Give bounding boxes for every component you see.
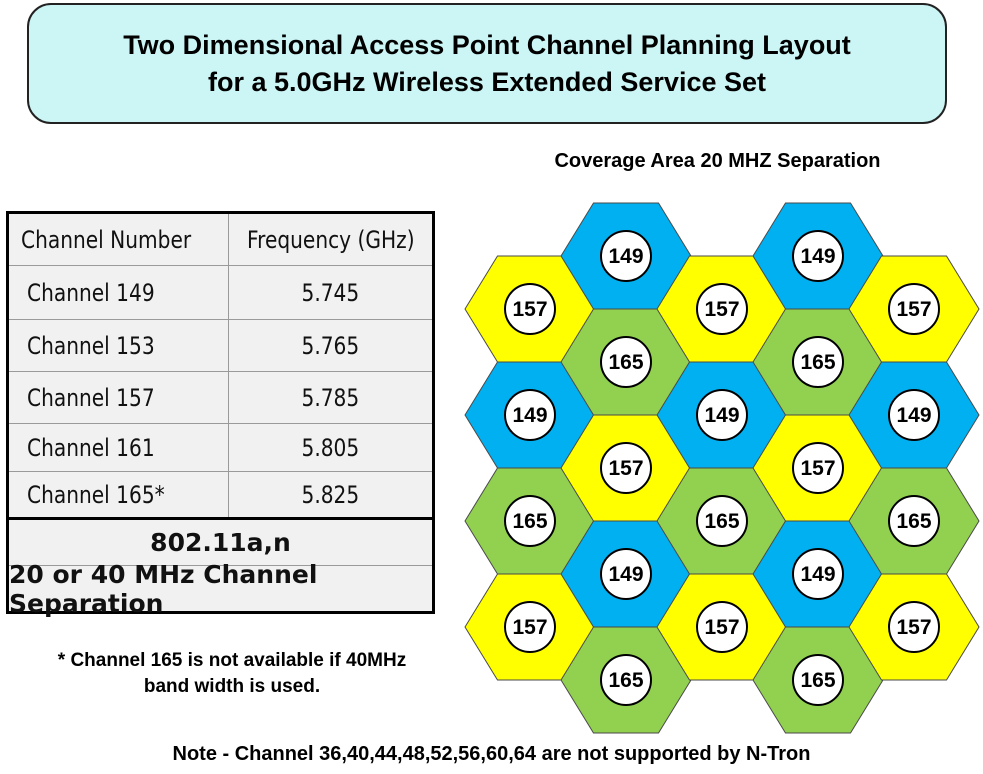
hex-center-circle [600, 336, 652, 388]
hex-cell-149: 149 [656, 361, 788, 469]
hex-cell-165: 165 [560, 308, 692, 416]
hex-channel-label: 149 [608, 563, 643, 586]
table-row: Channel 165* 5.825 [9, 472, 432, 517]
hex-center-circle [792, 654, 844, 706]
frequency-cell: 5.765 [301, 331, 360, 360]
frequency-cell: 5.825 [301, 480, 360, 509]
header-channel-number: Channel Number [21, 225, 192, 254]
hex-center-circle [600, 654, 652, 706]
table-header-row: Channel Number Frequency (GHz) [9, 214, 432, 266]
hex-center-circle [504, 601, 556, 653]
hex-center-circle [792, 336, 844, 388]
channel-cell: Channel 153 [27, 331, 155, 360]
hex-cell-165: 165 [848, 467, 980, 575]
hex-channel-label: 165 [704, 510, 739, 533]
hex-cell-165: 165 [560, 626, 692, 734]
hex-channel-label: 165 [608, 351, 643, 374]
hex-center-circle [600, 230, 652, 282]
hex-center-circle [792, 230, 844, 282]
hex-cell-157: 157 [464, 573, 596, 681]
hex-channel-label: 157 [512, 616, 547, 639]
channel-table: Channel Number Frequency (GHz) Channel 1… [6, 211, 435, 618]
hex-center-circle [504, 283, 556, 335]
header-frequency: Frequency (GHz) [246, 225, 415, 254]
title-line-2: for a 5.0GHz Wireless Extended Service S… [208, 66, 766, 97]
hex-center-circle [792, 442, 844, 494]
hex-channel-label: 157 [704, 616, 739, 639]
hex-cell-165: 165 [464, 467, 596, 575]
hex-cell-157: 157 [656, 255, 788, 363]
hex-channel-label: 165 [800, 351, 835, 374]
hex-center-circle [696, 283, 748, 335]
hex-center-circle [696, 601, 748, 653]
hex-center-circle [504, 389, 556, 441]
hex-channel-label: 157 [896, 616, 931, 639]
hex-channel-label: 157 [704, 298, 739, 321]
hex-cell-149: 149 [752, 520, 884, 628]
table-row: Channel 161 5.805 [9, 424, 432, 472]
footnote-line-1: * Channel 165 is not available if 40MHz [57, 650, 407, 671]
channel-cell: Channel 161 [27, 433, 155, 462]
frequency-cell: 5.805 [301, 433, 360, 462]
hex-center-circle [600, 548, 652, 600]
hex-cell-157: 157 [560, 414, 692, 522]
hex-channel-label: 157 [608, 457, 643, 480]
hex-channel-label: 165 [800, 669, 835, 692]
channel-cell: Channel 157 [27, 383, 155, 412]
hex-cell-157: 157 [464, 255, 596, 363]
table-row: Channel 157 5.785 [9, 372, 432, 424]
hex-cell-149: 149 [848, 361, 980, 469]
hex-channel-label: 165 [896, 510, 931, 533]
frequency-cell: 5.785 [301, 383, 360, 412]
hex-cell-165: 165 [752, 308, 884, 416]
title-line-1: Two Dimensional Access Point Channel Pla… [123, 29, 851, 60]
hex-center-circle [504, 495, 556, 547]
hex-channel-label: 157 [512, 298, 547, 321]
hex-channel-label: 165 [512, 510, 547, 533]
hex-center-circle [888, 601, 940, 653]
hex-channel-label: 149 [896, 404, 931, 427]
title-box: Two Dimensional Access Point Channel Pla… [27, 3, 947, 124]
hex-channel-label: 165 [608, 669, 643, 692]
table-row: Channel 153 5.765 [9, 320, 432, 372]
hex-center-circle [888, 495, 940, 547]
table-divider [9, 517, 432, 520]
channel-cell: Channel 149 [27, 278, 155, 307]
hex-cell-149: 149 [464, 361, 596, 469]
hex-center-circle [600, 442, 652, 494]
hex-center-circle [792, 548, 844, 600]
hex-cell-165: 165 [656, 467, 788, 575]
hex-cell-157: 157 [848, 255, 980, 363]
coverage-label: Coverage Area 20 MHZ Separation [554, 150, 881, 172]
hex-channel-label: 149 [800, 245, 835, 268]
table-row: Channel 149 5.745 [9, 266, 432, 320]
note: Note - Channel 36,40,44,48,52,56,60,64 a… [172, 743, 811, 765]
hex-channel-label: 149 [512, 404, 547, 427]
footnote-line-2: band width is used. [143, 676, 321, 697]
standard-label: 802.11a,n [9, 520, 432, 566]
hex-channel-label: 157 [896, 298, 931, 321]
hex-center-circle [888, 283, 940, 335]
hex-cell-149: 149 [560, 202, 692, 310]
hex-channel-label: 149 [608, 245, 643, 268]
hex-center-circle [696, 495, 748, 547]
hex-channel-label: 149 [800, 563, 835, 586]
hex-center-circle [696, 389, 748, 441]
channel-cell: Channel 165* [27, 480, 165, 509]
hex-cell-157: 157 [656, 573, 788, 681]
hex-center-circle [888, 389, 940, 441]
footnote: * Channel 165 is not available if 40MHz … [2, 648, 462, 700]
frequency-cell: 5.745 [301, 278, 360, 307]
hex-channel-label: 157 [800, 457, 835, 480]
hex-cell-149: 149 [752, 202, 884, 310]
hex-cell-157: 157 [752, 414, 884, 522]
hex-cell-157: 157 [848, 573, 980, 681]
hex-channel-label: 149 [704, 404, 739, 427]
